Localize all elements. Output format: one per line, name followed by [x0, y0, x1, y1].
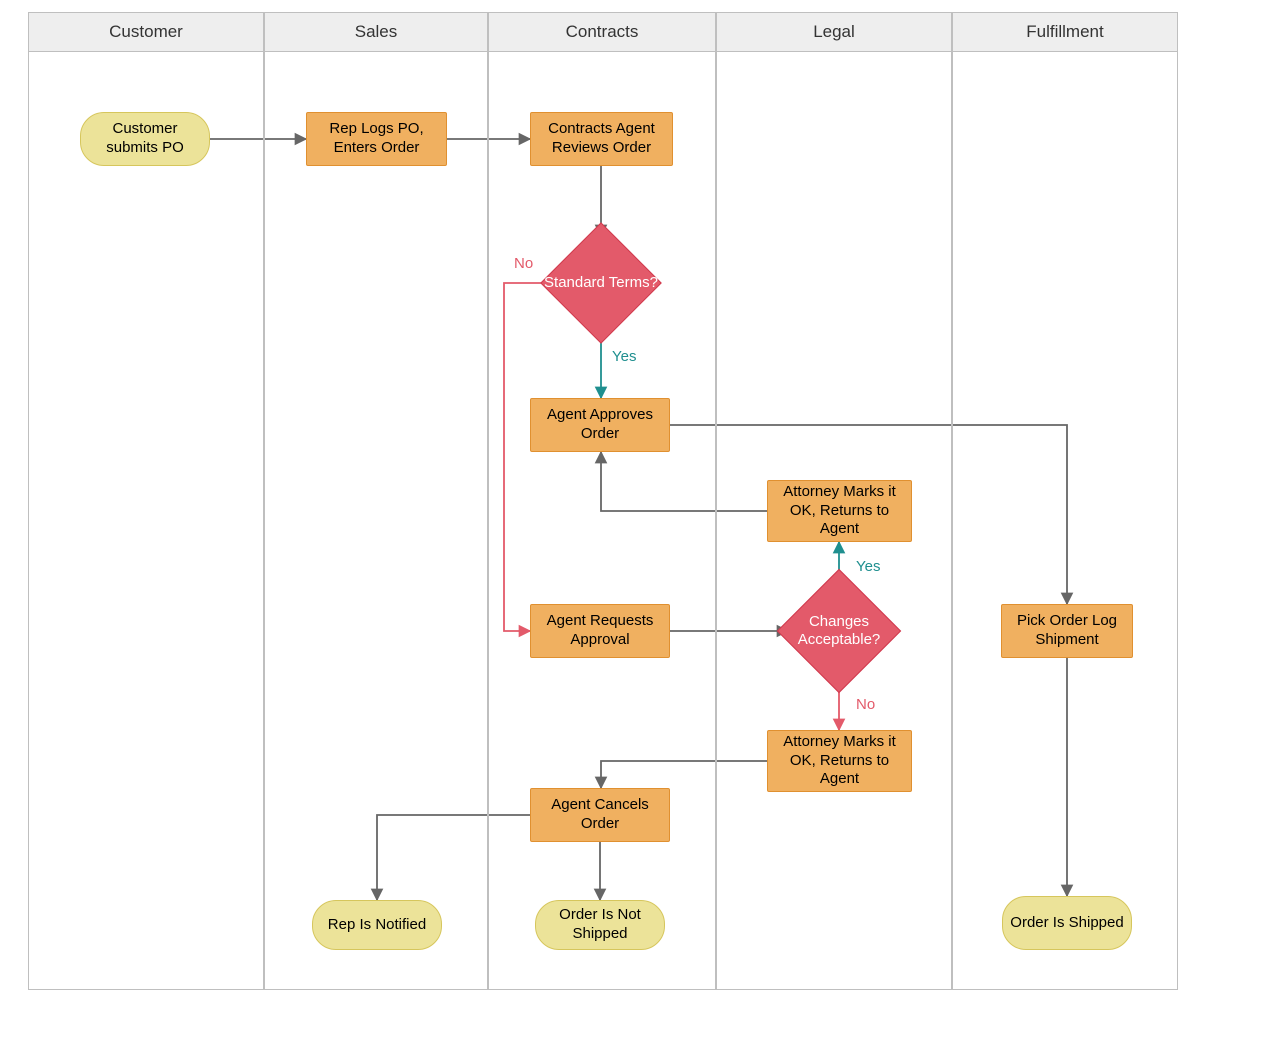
n-agent-reviews: Contracts Agent Reviews Order: [530, 112, 673, 166]
lane-label: Customer: [109, 22, 183, 42]
e10-no-label: No: [856, 696, 875, 713]
n-attorney-ok1: Attorney Marks it OK, Returns to Agent: [767, 480, 912, 542]
lane-body-contracts: [488, 52, 716, 990]
n-rep-logs: Rep Logs PO, Enters Order: [306, 112, 447, 166]
lane-header-legal: Legal: [716, 12, 952, 52]
swimlane-diagram: Customer Sales Contracts Legal Fulfillment Cu…: [0, 0, 1280, 1042]
e8-yes-label: Yes: [856, 558, 880, 575]
lane-label: Contracts: [566, 22, 639, 42]
lane-header-fulfillment: Fulfillment: [952, 12, 1178, 52]
lane-body-customer: [28, 52, 264, 990]
lane-label: Sales: [355, 22, 398, 42]
n-attorney-ok2: Attorney Marks it OK, Returns to Agent: [767, 730, 912, 792]
lane-body-sales: [264, 52, 488, 990]
n-agent-requests: Agent Requests Approval: [530, 604, 670, 658]
lane-body-fulfillment: [952, 52, 1178, 990]
lane-header-customer: Customer: [28, 12, 264, 52]
lane-header-contracts: Contracts: [488, 12, 716, 52]
n-pick-order: Pick Order Log Shipment: [1001, 604, 1133, 658]
n-rep-notified: Rep Is Notified: [312, 900, 442, 950]
lane-header-sales: Sales: [264, 12, 488, 52]
lane-label: Legal: [813, 22, 855, 42]
n-order-not-shipped: Order Is Not Shipped: [535, 900, 665, 950]
n-order-shipped: Order Is Shipped: [1002, 896, 1132, 950]
lane-label: Fulfillment: [1026, 22, 1103, 42]
n-agent-cancels: Agent Cancels Order: [530, 788, 670, 842]
e5-no-label: No: [514, 255, 533, 272]
e4-yes-label: Yes: [612, 348, 636, 365]
n-agent-approves: Agent Approves Order: [530, 398, 670, 452]
n-submit-po: Customer submits PO: [80, 112, 210, 166]
